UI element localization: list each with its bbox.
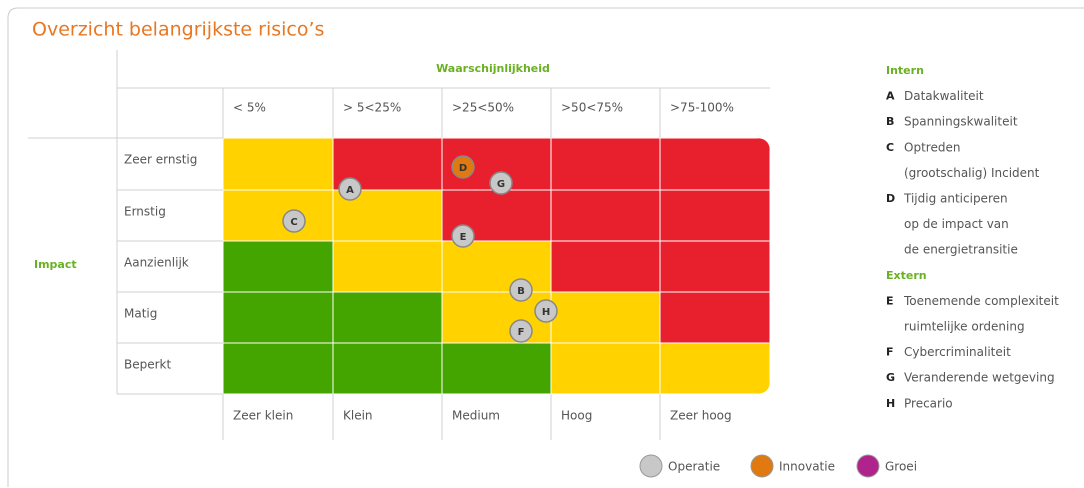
legend-label: Innovatie: [779, 460, 835, 474]
title: Overzicht belangrijkste risico’s: [32, 19, 324, 41]
risk-letter: F: [886, 346, 894, 359]
marker-letter: F: [518, 327, 525, 338]
risk-name: Tijdig anticiperen: [903, 192, 1008, 206]
row-label: Aanzienlijk: [124, 256, 189, 270]
risk-cell: [550, 240, 661, 293]
risk-cell: [332, 291, 443, 344]
column-name: Medium: [452, 409, 500, 423]
risk-marker: [509, 319, 533, 343]
risk-name: Cybercriminaliteit: [904, 345, 1011, 359]
legend-swatch: [639, 454, 663, 478]
row-label: Matig: [124, 307, 157, 321]
impact-label: Impact: [34, 258, 77, 271]
column-name: Hoog: [561, 409, 592, 423]
group-title: Extern: [886, 269, 927, 282]
risk-letter: C: [886, 141, 894, 154]
risk-letter: D: [886, 192, 895, 205]
column-name: Klein: [343, 409, 373, 423]
column-label: > 5<25%: [343, 101, 401, 115]
risk-name: Optreden: [904, 140, 960, 154]
row-label: Ernstig: [124, 205, 166, 219]
risk-cell: [550, 138, 661, 191]
risk-name: (grootschalig) Incident: [904, 166, 1040, 180]
risk-cell: [659, 291, 770, 344]
risk-cell: [550, 189, 661, 242]
legend-swatch: [750, 454, 774, 478]
legend-label: Operatie: [668, 460, 720, 474]
risk-name: op de impact van: [904, 217, 1009, 231]
column-label: < 5%: [233, 101, 266, 115]
marker-letter: A: [346, 185, 354, 196]
risk-cell: [441, 240, 552, 293]
risk-name: Datakwaliteit: [904, 89, 984, 103]
risk-cell: [441, 291, 552, 344]
risk-cell: [441, 342, 552, 394]
risk-letter: E: [886, 294, 894, 307]
risk-letter: G: [886, 371, 895, 384]
risk-name: Toenemende complexiteit: [903, 294, 1059, 308]
risk-name: Spanningskwaliteit: [904, 115, 1018, 129]
risk-marker: [509, 278, 533, 302]
risk-cell: [223, 189, 334, 242]
row-label: Zeer ernstig: [124, 153, 197, 167]
risk-cell: [223, 342, 334, 394]
risk-cell: [659, 189, 770, 242]
marker-letter: E: [460, 232, 467, 243]
risk-cell: [659, 138, 770, 191]
legend-swatch: [856, 454, 880, 478]
risk-name: Precario: [904, 396, 953, 410]
row-label: Beperkt: [124, 358, 171, 372]
column-name: Zeer hoog: [670, 409, 732, 423]
risk-marker: [489, 171, 513, 195]
risk-marker: [451, 155, 475, 179]
cells: [223, 138, 770, 394]
risk-name: ruimtelijke ordening: [904, 320, 1025, 334]
risk-cell: [332, 240, 443, 293]
risk-letter: A: [886, 90, 895, 103]
column-name: Zeer klein: [233, 409, 293, 423]
column-label: >50<75%: [561, 101, 623, 115]
risk-cell: [659, 240, 770, 293]
risk-cell: [223, 240, 334, 293]
risk-letter: H: [886, 397, 895, 410]
risk-marker: [534, 299, 558, 323]
marker-letter: C: [290, 217, 297, 228]
risk-cell: [223, 138, 334, 191]
risk-cell: [550, 291, 661, 344]
risk-cell: [659, 342, 770, 394]
risk-name: de energietransitie: [904, 243, 1018, 257]
card-border: [7, 7, 1084, 487]
marker-letter: D: [459, 163, 467, 174]
risk-letter: B: [886, 115, 894, 128]
legend-label: Groei: [885, 460, 917, 474]
risk-cell: [223, 291, 334, 344]
risk-marker: [451, 224, 475, 248]
risk-cell: [550, 342, 661, 394]
risk-cell: [332, 342, 443, 394]
likelihood-label: Waarschijnlijkheid: [436, 62, 550, 75]
group-title: Intern: [886, 64, 924, 77]
risk-marker: [282, 209, 306, 233]
risk-name: Veranderende wetgeving: [904, 371, 1055, 385]
marker-letter: H: [542, 307, 550, 318]
marker-letter: G: [497, 179, 505, 190]
column-label: >25<50%: [452, 101, 514, 115]
column-label: >75-100%: [670, 101, 734, 115]
risk-marker: [338, 177, 362, 201]
marker-letter: B: [517, 286, 525, 297]
